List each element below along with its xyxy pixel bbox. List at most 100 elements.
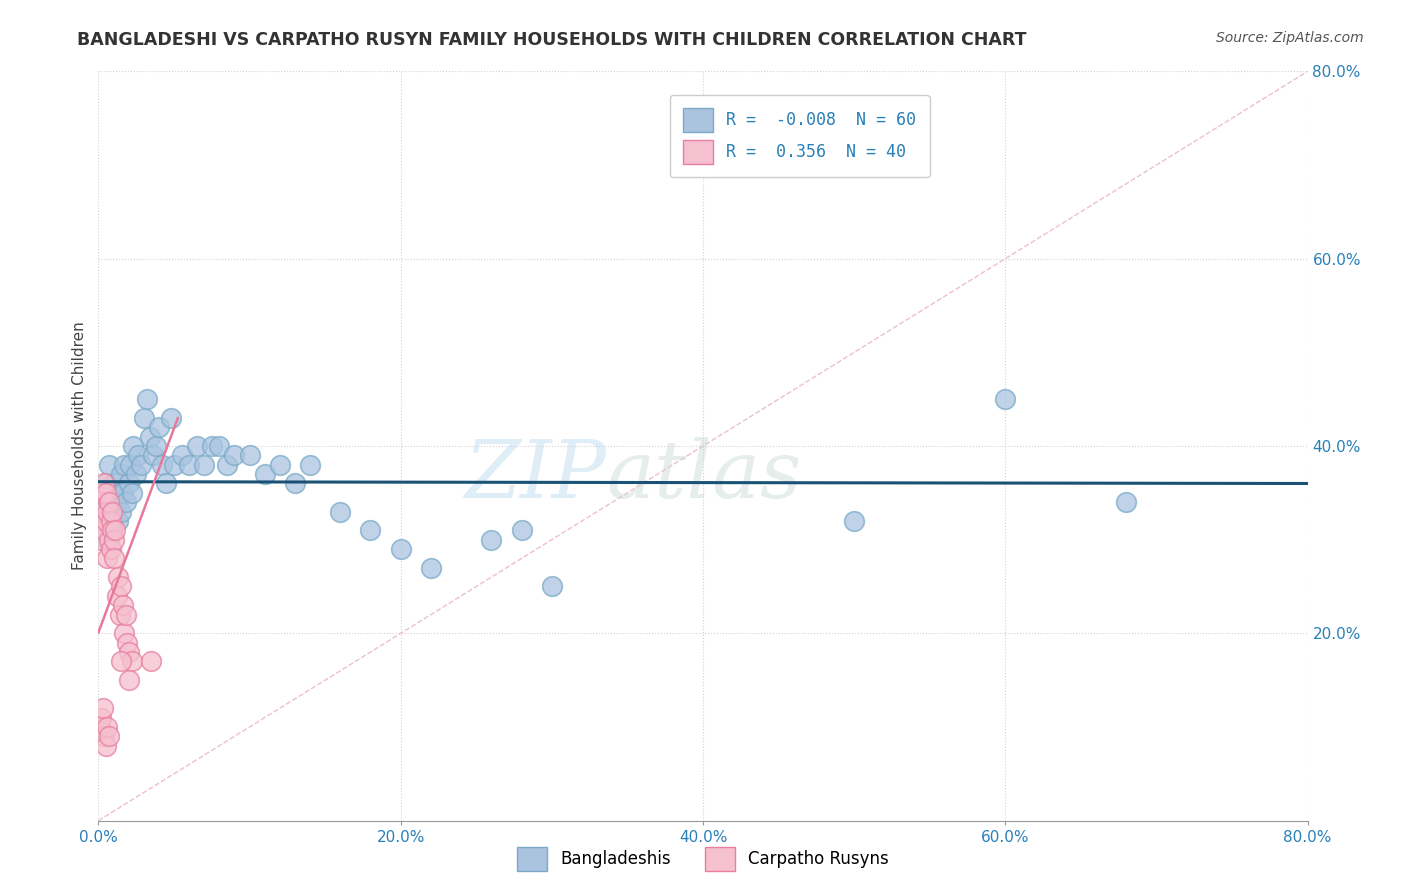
Point — [129, 458, 152, 472]
Point — [193, 458, 215, 472]
Legend: R =  -0.008  N = 60, R =  0.356  N = 40: R = -0.008 N = 60, R = 0.356 N = 40 — [669, 95, 929, 177]
Point — [141, 655, 163, 669]
Point — [127, 449, 149, 463]
Point — [121, 486, 143, 500]
Point — [94, 739, 117, 753]
Text: ZIP: ZIP — [464, 437, 606, 515]
Point — [239, 449, 262, 463]
Point — [107, 514, 129, 528]
Point — [360, 524, 382, 538]
Point — [142, 449, 165, 463]
Point — [107, 570, 129, 584]
Point — [103, 505, 125, 519]
Point — [105, 495, 128, 509]
Point — [115, 635, 138, 649]
Point — [89, 720, 111, 734]
Point — [118, 645, 141, 659]
Point — [101, 524, 124, 538]
Point — [111, 486, 134, 500]
Text: atlas: atlas — [606, 437, 801, 515]
Point — [98, 495, 121, 509]
Point — [91, 505, 114, 519]
Point — [179, 458, 201, 472]
Point — [98, 458, 121, 472]
Point — [105, 589, 128, 603]
Point — [150, 458, 173, 472]
Point — [103, 551, 125, 566]
Point — [89, 514, 111, 528]
Point — [110, 505, 132, 519]
Point — [112, 626, 135, 640]
Point — [100, 514, 122, 528]
Point — [108, 607, 131, 622]
Point — [118, 476, 141, 491]
Point — [90, 495, 112, 509]
Text: BANGLADESHI VS CARPATHO RUSYN FAMILY HOUSEHOLDS WITH CHILDREN CORRELATION CHART: BANGLADESHI VS CARPATHO RUSYN FAMILY HOU… — [77, 31, 1026, 49]
Point — [389, 542, 412, 557]
Point — [269, 458, 291, 472]
Point — [103, 533, 125, 547]
Point — [135, 392, 157, 407]
Point — [329, 505, 352, 519]
Text: Source: ZipAtlas.com: Source: ZipAtlas.com — [1216, 31, 1364, 45]
Point — [201, 439, 224, 453]
Point — [118, 673, 141, 688]
Point — [284, 476, 307, 491]
Point — [104, 524, 127, 538]
Point — [90, 533, 112, 547]
Point — [1115, 495, 1137, 509]
Point — [91, 486, 114, 500]
Point — [160, 411, 183, 425]
Point — [170, 449, 193, 463]
Point — [90, 495, 112, 509]
Point — [208, 439, 231, 453]
Point — [93, 730, 115, 744]
Point — [420, 561, 443, 575]
Point — [114, 607, 136, 622]
Point — [96, 551, 118, 566]
Point — [110, 580, 132, 594]
Point — [224, 449, 246, 463]
Point — [125, 467, 148, 482]
Point — [101, 505, 124, 519]
Point — [100, 542, 122, 557]
Point — [163, 458, 186, 472]
Point — [94, 486, 117, 500]
Point — [114, 495, 136, 509]
Point — [110, 655, 132, 669]
Point — [96, 505, 118, 519]
Point — [103, 486, 125, 500]
Point — [100, 495, 122, 509]
Point — [111, 599, 134, 613]
Point — [90, 710, 112, 724]
Y-axis label: Family Households with Children: Family Households with Children — [72, 322, 87, 570]
Point — [120, 458, 142, 472]
Point — [994, 392, 1017, 407]
Point — [121, 655, 143, 669]
Point — [93, 476, 115, 491]
Point — [98, 730, 121, 744]
Point — [122, 439, 145, 453]
Point — [155, 476, 177, 491]
Point — [145, 439, 167, 453]
Point — [540, 580, 562, 594]
Point — [101, 524, 124, 538]
Point — [108, 486, 131, 500]
Point — [139, 430, 162, 444]
Point — [186, 439, 208, 453]
Point — [94, 533, 117, 547]
Point — [844, 514, 866, 528]
Point — [481, 533, 503, 547]
Point — [98, 533, 121, 547]
Point — [510, 524, 533, 538]
Point — [91, 505, 114, 519]
Point — [94, 514, 117, 528]
Point — [112, 458, 135, 472]
Point — [148, 420, 170, 434]
Point — [96, 514, 118, 528]
Point — [299, 458, 322, 472]
Legend: Bangladeshis, Carpatho Rusyns: Bangladeshis, Carpatho Rusyns — [509, 839, 897, 880]
Point — [104, 476, 127, 491]
Point — [93, 486, 115, 500]
Point — [96, 720, 118, 734]
